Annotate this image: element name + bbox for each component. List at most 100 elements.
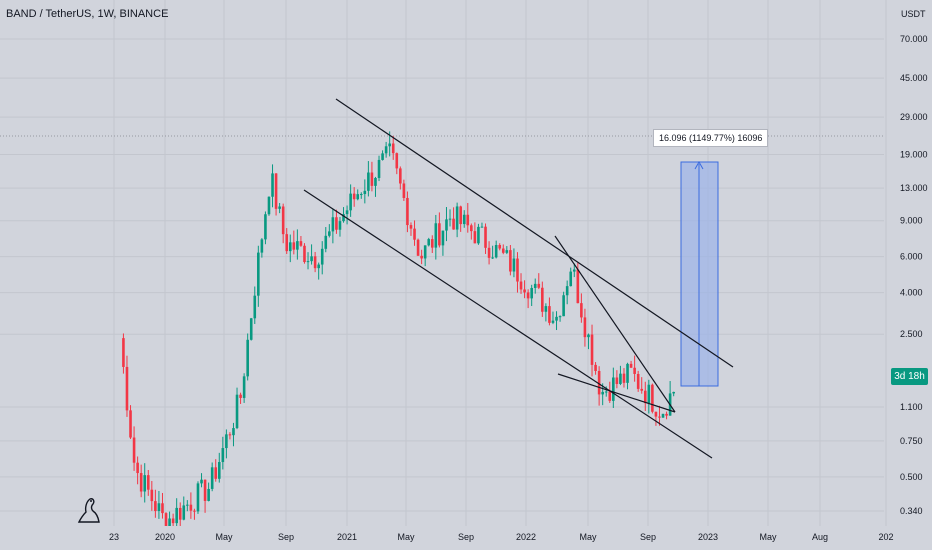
candle-body — [608, 391, 612, 401]
time-axis[interactable]: 23 2020 May Sep 2021 May Sep 2022 May Sep 2023 May A… — [109, 532, 894, 542]
time-tick-label: May — [397, 532, 415, 542]
candle-body — [423, 245, 427, 259]
candle-body — [367, 172, 370, 191]
candle-body — [498, 245, 502, 249]
candle-body — [200, 479, 203, 484]
lower-channel-line[interactable] — [303, 189, 713, 459]
candle-body — [178, 507, 182, 520]
candle-body — [516, 258, 519, 282]
candle-body — [484, 226, 487, 248]
candle-body — [278, 206, 281, 209]
candle-body — [601, 391, 604, 395]
candle-body — [260, 239, 264, 253]
candle-body — [345, 210, 349, 215]
candle-body — [271, 173, 274, 197]
candle-body — [441, 230, 445, 246]
price-tick-label: 2.500 — [900, 329, 923, 339]
candle-body — [395, 153, 399, 169]
candle-body — [647, 384, 651, 404]
candle-body — [587, 334, 590, 338]
time-tick-label: 2022 — [516, 532, 536, 542]
time-tick-label: May — [759, 532, 777, 542]
time-tick-label: Sep — [278, 532, 294, 542]
candle-body — [214, 467, 218, 479]
candle-body — [640, 388, 644, 391]
currency-label: USDT — [901, 9, 926, 19]
candle-body — [523, 289, 526, 293]
candle-body — [342, 214, 345, 222]
candle-body — [267, 196, 271, 215]
candle-body — [512, 258, 516, 272]
wedge-lower-line[interactable] — [557, 373, 676, 413]
candle-body — [590, 334, 594, 365]
candle-body — [257, 252, 260, 296]
candle-body — [331, 217, 335, 232]
candle-body — [359, 194, 363, 196]
measure-label: 16.096 (1149.77%) 16096 — [653, 129, 769, 147]
candle-body — [406, 197, 409, 226]
candle-body — [253, 295, 257, 319]
candle-body — [143, 475, 147, 492]
candle-body — [562, 295, 565, 317]
candle-body — [548, 306, 551, 323]
candle-body — [519, 281, 523, 290]
candle-body — [281, 206, 285, 235]
candle-body — [196, 483, 200, 512]
candle-body — [310, 256, 313, 262]
time-tick-label: 202 — [878, 532, 893, 542]
candle-body — [612, 377, 615, 401]
candle-body — [470, 225, 473, 232]
candle-body — [576, 269, 580, 304]
price-tick-label: 9.000 — [900, 216, 923, 226]
candle-body — [129, 410, 132, 438]
candle-body — [303, 245, 306, 263]
candle-body — [459, 206, 462, 225]
candle-body — [239, 394, 242, 398]
candle-body — [413, 228, 416, 240]
candle-body — [328, 231, 331, 236]
candle-body — [477, 226, 480, 244]
candle-body — [217, 462, 221, 479]
candle-body — [619, 373, 622, 384]
price-tick-label: 1.100 — [900, 402, 923, 412]
symbol-title: BAND / TetherUS, 1W, BINANCE — [6, 8, 169, 20]
candle-body — [313, 256, 317, 269]
candle-body — [352, 193, 356, 200]
candle-body — [377, 159, 381, 178]
range-arrow-head — [694, 160, 704, 170]
candle-body — [604, 391, 608, 393]
time-tick-label: 2023 — [698, 532, 718, 542]
trendlines[interactable] — [303, 98, 734, 459]
candles — [122, 131, 675, 526]
candle-body — [629, 363, 633, 368]
price-tick-label: 0.750 — [900, 436, 923, 446]
candle-body — [168, 518, 171, 526]
price-tick-label: 19.000 — [900, 150, 928, 160]
candle-body — [242, 376, 246, 398]
wedge-upper-line[interactable] — [554, 235, 676, 413]
candle-body — [317, 264, 320, 269]
candle-body — [299, 241, 303, 246]
candle-body — [193, 510, 196, 512]
price-tick-label: 6.000 — [900, 252, 923, 262]
candle-body — [249, 318, 253, 340]
price-tick-label: 29.000 — [900, 112, 928, 122]
candle-body — [324, 235, 328, 249]
candle-body — [203, 479, 207, 501]
candle-body — [232, 428, 235, 436]
candle-body — [501, 248, 505, 253]
candle-body — [235, 394, 239, 429]
candle-body — [335, 217, 338, 230]
candle-body — [555, 316, 558, 321]
price-axis[interactable]: 70.000 45.000 29.000 19.000 13.000 9.000 6.000… — [900, 34, 928, 516]
tradingview-logo-icon — [77, 498, 100, 523]
candle-body — [409, 225, 413, 229]
candle-body — [487, 247, 491, 258]
candle-body — [480, 226, 484, 228]
price-tick-label: 70.000 — [900, 34, 928, 44]
upper-channel-line[interactable] — [335, 98, 734, 368]
candle-body — [537, 283, 541, 288]
candle-body — [565, 286, 569, 296]
candle-body — [320, 248, 324, 265]
